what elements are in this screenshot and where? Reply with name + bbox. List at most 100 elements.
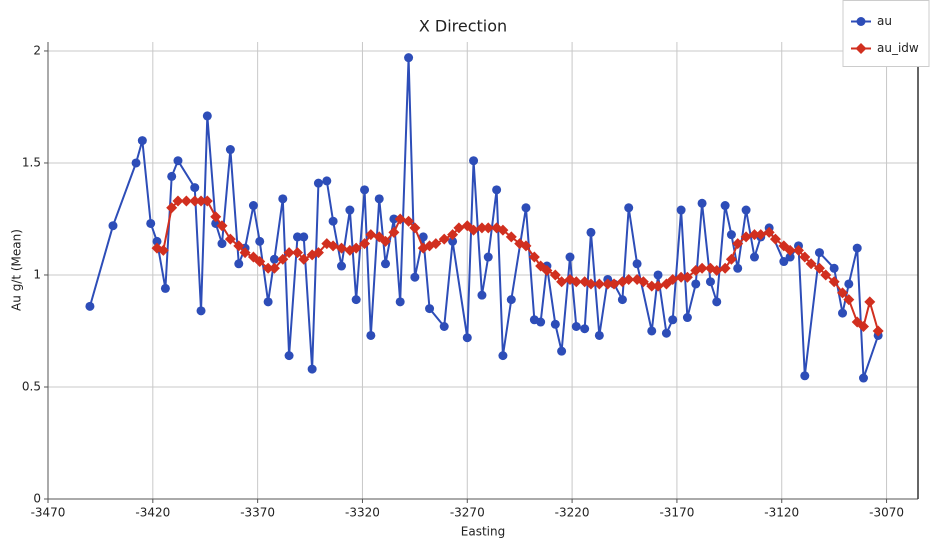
data-point	[843, 294, 855, 306]
data-point	[233, 240, 245, 252]
data-point	[536, 317, 546, 327]
data-point	[637, 276, 649, 288]
data-point	[447, 229, 459, 241]
data-point	[498, 351, 508, 361]
data-point	[268, 262, 280, 274]
data-point	[409, 222, 421, 234]
data-point	[725, 253, 737, 265]
data-point	[800, 371, 810, 381]
data-point	[624, 203, 634, 213]
data-point	[190, 183, 200, 193]
data-point	[298, 253, 310, 265]
series-line	[88, 57, 880, 379]
data-point	[594, 330, 604, 340]
y-axis-label: Au g/t (Mean)	[10, 229, 24, 311]
x-tick-label: -3220	[555, 506, 590, 520]
data-point	[278, 194, 288, 204]
x-tick-label: -3170	[659, 506, 694, 520]
x-axis-label: Easting	[461, 525, 505, 539]
data-point	[410, 272, 420, 282]
data-point	[799, 251, 811, 263]
data-point	[262, 262, 274, 274]
data-point	[137, 136, 147, 146]
data-point	[189, 195, 201, 207]
data-point	[653, 270, 663, 280]
data-point	[805, 258, 817, 270]
data-point	[453, 222, 465, 234]
data-point	[350, 242, 362, 254]
data-point	[394, 213, 406, 225]
data-point	[763, 226, 775, 238]
data-point	[661, 328, 671, 338]
data-point	[872, 325, 884, 337]
data-point	[284, 351, 294, 361]
data-point	[682, 313, 692, 323]
data-point	[675, 271, 687, 283]
data-point	[217, 239, 227, 249]
data-point	[506, 295, 516, 305]
data-point	[858, 373, 868, 383]
data-point	[712, 297, 722, 307]
data-point	[769, 233, 781, 245]
legend-box	[842, 0, 930, 67]
data-point	[720, 201, 730, 211]
data-point	[837, 287, 849, 299]
data-point	[748, 229, 760, 241]
data-point	[160, 283, 170, 293]
data-point	[793, 244, 805, 256]
data-point	[336, 261, 346, 271]
data-point	[585, 278, 597, 290]
data-point	[785, 252, 795, 262]
data-point	[691, 279, 701, 289]
data-point	[388, 226, 400, 238]
data-point	[476, 222, 488, 234]
data-point	[726, 230, 736, 240]
data-point	[166, 202, 178, 214]
x-tick-label: -3320	[345, 506, 380, 520]
data-point	[312, 247, 324, 259]
data-point	[108, 221, 118, 231]
data-point	[395, 297, 405, 307]
data-point	[418, 232, 428, 242]
data-point	[623, 273, 635, 285]
x-tick-label: -3470	[31, 506, 66, 520]
data-point	[779, 257, 789, 267]
data-point	[439, 322, 449, 332]
data-point	[740, 231, 752, 243]
y-tick-label: 0.5	[22, 379, 41, 393]
data-point	[172, 195, 184, 207]
data-point	[711, 265, 723, 276]
data-point	[248, 201, 258, 211]
data-point	[430, 238, 442, 250]
data-point	[829, 263, 839, 273]
data-point	[565, 252, 575, 262]
data-point	[448, 236, 458, 246]
data-point	[482, 222, 494, 234]
chart-title: X Direction	[419, 17, 507, 36]
data-point	[617, 295, 627, 305]
data-point	[263, 297, 273, 307]
data-point	[580, 324, 590, 334]
data-point	[541, 265, 553, 276]
data-point	[741, 205, 751, 215]
data-point	[365, 229, 377, 241]
data-point	[255, 236, 265, 246]
data-point	[719, 262, 731, 274]
legend-marker	[855, 43, 867, 54]
data-point	[492, 185, 502, 195]
data-point	[462, 333, 472, 343]
x-tick-label: -3370	[240, 506, 275, 520]
data-point	[404, 53, 414, 63]
data-point	[180, 195, 192, 207]
data-point	[828, 276, 840, 288]
data-point	[269, 254, 279, 264]
data-point	[814, 248, 824, 258]
data-point	[291, 247, 303, 259]
data-point	[327, 240, 339, 252]
data-point	[469, 156, 479, 166]
data-point	[667, 273, 679, 285]
data-point	[425, 304, 435, 314]
data-point	[857, 321, 869, 333]
data-point	[608, 278, 620, 290]
